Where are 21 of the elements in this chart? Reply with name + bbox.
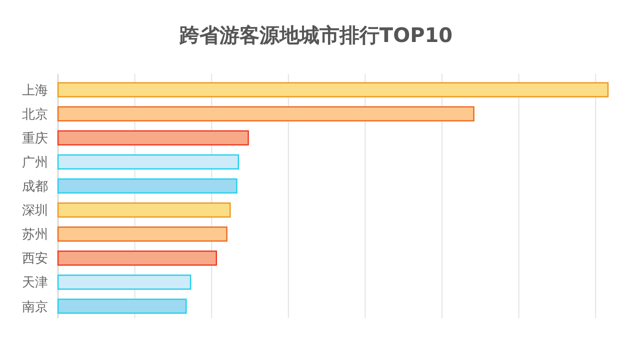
- bar: [57, 130, 249, 146]
- y-tick-label: 成都: [22, 180, 48, 195]
- y-tick-label: 西安: [22, 250, 48, 267]
- bar: [57, 202, 231, 218]
- chart-title: 跨省游客源地城市排行TOP10: [178, 23, 453, 47]
- bar: [57, 298, 187, 314]
- y-tick-label: 广州: [22, 155, 48, 170]
- bar: [57, 106, 474, 122]
- bar: [57, 178, 238, 194]
- y-tick-label: 深圳: [22, 204, 48, 219]
- bar: [57, 82, 609, 98]
- y-tick-label: 上海: [22, 83, 48, 98]
- y-tick-label: 南京: [22, 300, 48, 315]
- bar: [57, 154, 239, 170]
- bar: [57, 226, 228, 242]
- y-tick-label: 天津: [22, 276, 48, 291]
- bar: [57, 274, 192, 290]
- y-tick-label: 北京: [22, 107, 48, 122]
- bar: [57, 250, 217, 266]
- y-tick-label: 重庆: [22, 131, 48, 146]
- y-tick-label: 苏州: [22, 228, 48, 243]
